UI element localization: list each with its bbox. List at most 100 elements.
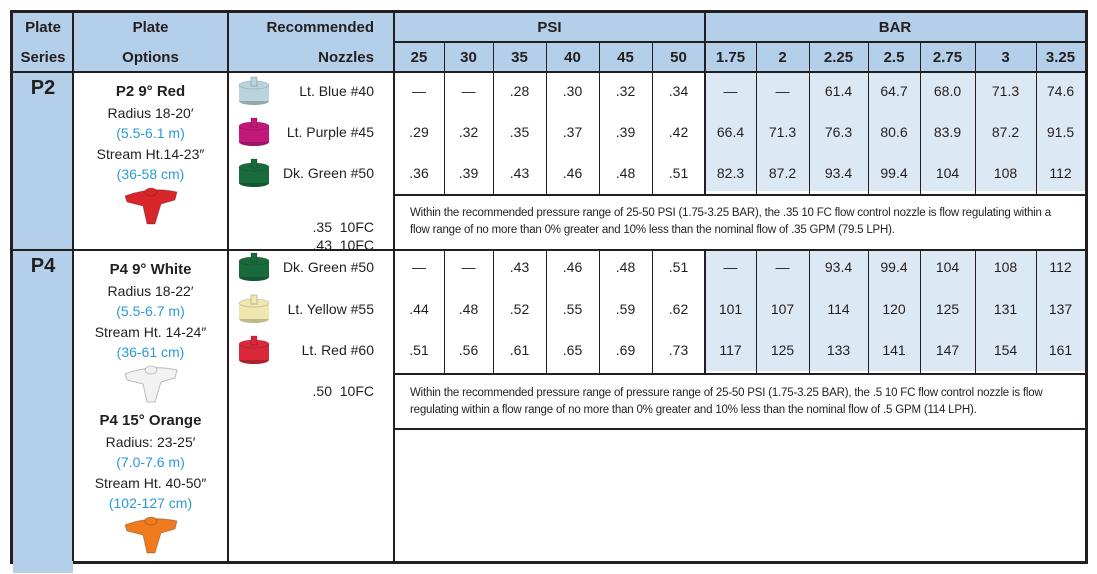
bar-section-background bbox=[705, 73, 1085, 191]
bar-flow-value: 91.5 bbox=[1046, 124, 1075, 140]
bar-flow-value: 120 bbox=[882, 301, 906, 317]
plate-option-stream-cm: (36-58 cm) bbox=[116, 166, 185, 182]
header-nozzles-1: Recommended bbox=[266, 19, 374, 36]
psi-flow-value: — bbox=[461, 83, 476, 99]
psi-flow-value: .46 bbox=[562, 165, 583, 181]
note-top-line bbox=[394, 373, 1085, 375]
psi-flow-value: .43 bbox=[509, 259, 530, 275]
psi-flow-value: .48 bbox=[458, 301, 479, 317]
psi-flow-value: .43 bbox=[509, 165, 530, 181]
plate-option-title: P4 15° Orange bbox=[99, 412, 202, 429]
plate-option-stream: Stream Ht. 40-50″ bbox=[94, 474, 207, 491]
column-divider bbox=[599, 42, 600, 194]
column-divider bbox=[493, 251, 494, 373]
bar-flow-value: 99.4 bbox=[880, 165, 908, 181]
bar-flow-value: 82.3 bbox=[716, 165, 745, 181]
bar-flow-value: 87.2 bbox=[991, 124, 1020, 140]
column-divider bbox=[652, 42, 653, 194]
psi-flow-value: .52 bbox=[509, 301, 530, 317]
bar-flow-value: — bbox=[723, 259, 738, 275]
psi-flow-value: .51 bbox=[668, 259, 689, 275]
psi-flow-value: .56 bbox=[458, 342, 479, 358]
plate-option-title: P2 9° Red bbox=[115, 83, 186, 100]
nozzle-label: Dk. Green #50 bbox=[282, 165, 374, 181]
plate-icon bbox=[121, 513, 181, 562]
bar-flow-value: 99.4 bbox=[880, 259, 908, 275]
bar-flow-value: 87.2 bbox=[768, 165, 797, 181]
bar-flow-value: 93.4 bbox=[824, 165, 853, 181]
bar-flow-value: — bbox=[723, 83, 738, 99]
header-psi: PSI bbox=[537, 19, 562, 36]
bar-flow-value: 137 bbox=[1048, 301, 1073, 317]
bar-flow-value: 161 bbox=[1048, 342, 1073, 358]
bar-flow-value: — bbox=[775, 259, 790, 275]
psi-flow-value: .55 bbox=[562, 301, 583, 317]
header-plate-options-1: Plate bbox=[132, 19, 169, 36]
nozzle-icon bbox=[236, 335, 272, 370]
bar-flow-value: 117 bbox=[719, 342, 742, 358]
psi-flow-value: .62 bbox=[668, 301, 689, 317]
psi-bar-divider bbox=[704, 251, 706, 373]
header-bar-value: 3 bbox=[1001, 49, 1010, 66]
column-divider bbox=[809, 42, 810, 194]
header-background bbox=[13, 13, 1085, 73]
flow-control-nozzle-label: .35 10FC bbox=[312, 219, 374, 235]
bar-flow-value: 93.4 bbox=[824, 259, 853, 275]
column-divider bbox=[652, 251, 653, 373]
psi-flow-value: .44 bbox=[409, 301, 429, 317]
psi-flow-value: — bbox=[412, 259, 426, 275]
psi-flow-value: — bbox=[412, 83, 426, 99]
nozzle-label: Lt. Yellow #55 bbox=[287, 301, 374, 317]
psi-bar-subheader-line bbox=[394, 41, 1085, 43]
column-divider bbox=[756, 42, 757, 194]
bar-flow-value: 112 bbox=[1049, 165, 1072, 181]
header-divider bbox=[13, 71, 1085, 73]
header-nozzles-2: Nozzles bbox=[318, 49, 374, 66]
column-divider bbox=[1036, 251, 1037, 373]
psi-flow-value: .69 bbox=[615, 342, 636, 358]
nozzle-label: Lt. Red #60 bbox=[301, 342, 374, 358]
psi-flow-value: .48 bbox=[615, 165, 636, 181]
bar-section-background bbox=[705, 251, 1085, 371]
header-bar-value: 1.75 bbox=[715, 49, 746, 66]
plate-option-stream: Stream Ht. 14-24″ bbox=[94, 323, 207, 340]
bar-flow-value: 101 bbox=[718, 301, 743, 317]
bar-flow-value: 107 bbox=[770, 301, 795, 317]
plate-option-stream-cm: (102-127 cm) bbox=[108, 495, 193, 511]
column-divider bbox=[227, 13, 229, 561]
plate-option-title: P4 9° White bbox=[109, 261, 192, 278]
plate-icon bbox=[121, 184, 181, 233]
header-psi-value: 25 bbox=[410, 49, 428, 66]
bar-flow-value: 66.4 bbox=[716, 124, 745, 140]
series-name: P2 bbox=[30, 76, 56, 99]
bar-flow-value: 131 bbox=[993, 301, 1018, 317]
plate-option-stream-cm: (36-61 cm) bbox=[116, 344, 185, 360]
column-divider bbox=[1036, 42, 1037, 194]
nozzle-label: Dk. Green #50 bbox=[282, 259, 374, 275]
psi-flow-value: .42 bbox=[668, 124, 689, 140]
bar-flow-value: 80.6 bbox=[880, 124, 908, 140]
column-divider bbox=[975, 251, 976, 373]
header-bar-value: 3.25 bbox=[1045, 49, 1076, 66]
psi-flow-value: .73 bbox=[668, 342, 689, 358]
header-bar: BAR bbox=[878, 19, 912, 36]
column-divider bbox=[868, 251, 869, 373]
psi-bar-divider bbox=[704, 42, 706, 194]
column-divider bbox=[493, 42, 494, 194]
psi-flow-value: .35 bbox=[509, 124, 530, 140]
header-bar-value: 2.75 bbox=[932, 49, 963, 66]
bar-flow-value: 83.9 bbox=[933, 124, 962, 140]
psi-flow-value: .36 bbox=[409, 165, 429, 181]
note-bottom-line bbox=[394, 428, 1085, 430]
note-top-line bbox=[394, 194, 1085, 196]
psi-flow-value: .46 bbox=[562, 259, 583, 275]
nozzle-icon bbox=[236, 117, 272, 152]
nozzle-label: Lt. Blue #40 bbox=[299, 83, 374, 99]
bar-flow-value: 147 bbox=[935, 342, 960, 358]
nozzle-icon bbox=[236, 294, 272, 329]
bar-flow-value: 125 bbox=[770, 342, 795, 358]
bar-flow-value: 104 bbox=[935, 259, 960, 275]
column-divider bbox=[444, 42, 445, 194]
plate-icon bbox=[121, 362, 181, 411]
bar-flow-value: 74.6 bbox=[1046, 83, 1075, 99]
